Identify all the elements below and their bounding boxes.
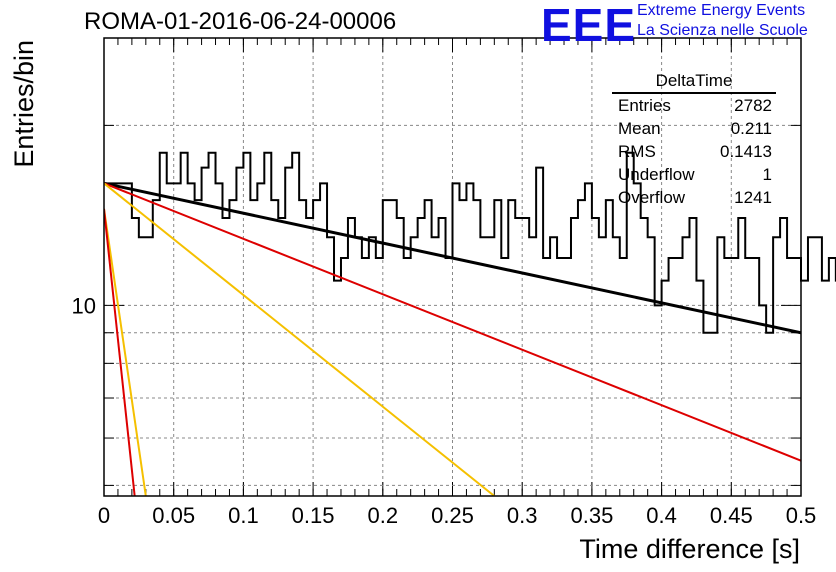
x-tick-label: 0.4	[646, 503, 677, 528]
x-tick-label: 0.45	[710, 503, 753, 528]
stats-label: Underflow	[618, 165, 695, 184]
stats-label: Mean	[618, 119, 661, 138]
eee-tagline-2: La Scienza nelle Scuole	[637, 22, 808, 39]
eee-logo: EEE	[541, 0, 637, 51]
stats-value: 0.211	[730, 119, 772, 138]
stats-label: RMS	[618, 142, 656, 161]
stats-value: 2782	[734, 96, 772, 115]
fit-line-2	[104, 182, 495, 496]
plot-frame	[103, 37, 802, 497]
stats-value: 1241	[734, 188, 772, 207]
x-tick-label: 0.05	[152, 503, 195, 528]
stats-label: Overflow	[618, 188, 686, 207]
x-tick-label: 0.35	[570, 503, 613, 528]
stats-value: 1	[762, 165, 772, 184]
x-tick-label: 0.2	[368, 503, 399, 528]
run-title: ROMA-01-2016-06-24-00006	[84, 8, 397, 35]
x-tick-label: 0.25	[431, 503, 474, 528]
stats-box: DeltaTime Entries 2782 Mean 0.211 RMS 0.…	[612, 70, 780, 209]
stats-title: DeltaTime	[612, 70, 776, 94]
x-tick-label: 0.3	[507, 503, 538, 528]
fit-line-3	[104, 208, 147, 496]
fit-line-0	[104, 181, 801, 335]
stats-row-overflow: Overflow 1241	[612, 186, 780, 209]
fit-line-4	[104, 208, 136, 496]
stats-row-entries: Entries 2782	[612, 94, 780, 117]
stats-value: 0.1413	[720, 142, 772, 161]
stats-row-rms: RMS 0.1413	[612, 140, 780, 163]
stats-row-mean: Mean 0.211	[612, 117, 780, 140]
x-tick-label: 0	[98, 503, 110, 528]
y-tick-label: 10	[72, 293, 96, 318]
x-tick-label: 0.1	[228, 503, 259, 528]
x-axis-label: Time difference [s]	[579, 534, 800, 564]
x-tick-label: 0.5	[786, 503, 817, 528]
x-tick-label: 0.15	[292, 503, 335, 528]
y-axis-label: Entries/bin	[9, 40, 39, 168]
stats-label: Entries	[618, 96, 671, 115]
fit-line-1	[104, 182, 801, 462]
eee-tagline-1: Extreme Energy Events	[637, 2, 806, 19]
stats-row-underflow: Underflow 1	[612, 163, 780, 186]
